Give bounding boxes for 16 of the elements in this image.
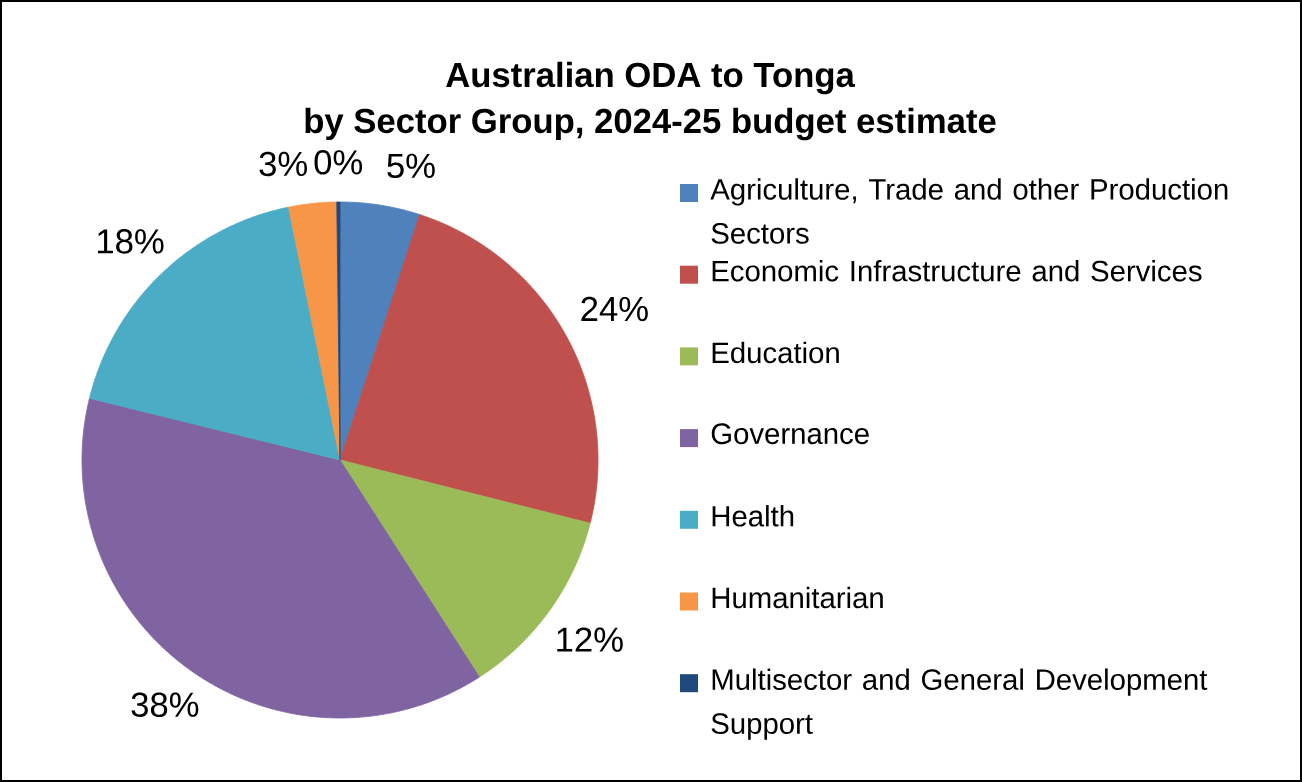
data-label: 5% <box>387 153 435 179</box>
legend-label: Agriculture, Trade and other Production Sectors <box>710 178 1228 244</box>
data-label: 18% <box>98 229 164 254</box>
chart-title: Australian ODA to Tonga <box>446 61 856 95</box>
data-label: 38% <box>131 692 199 717</box>
legend-label: Economic Infrastructure and Services <box>712 259 1202 282</box>
legend-label: Humanitarian <box>712 586 883 609</box>
legend-label: Multisector and General Development Support <box>711 668 1208 740</box>
chart-subtitle: by Sector Group, 2024-25 budget estimate <box>305 107 996 141</box>
data-label: 0% <box>314 150 363 175</box>
legend-label: Governance <box>711 423 869 445</box>
data-label: 12% <box>557 627 623 652</box>
legend-label: Health <box>712 505 794 527</box>
data-label: 3% <box>259 151 307 177</box>
data-label: 24% <box>581 296 648 322</box>
legend-label: Education <box>712 341 839 364</box>
